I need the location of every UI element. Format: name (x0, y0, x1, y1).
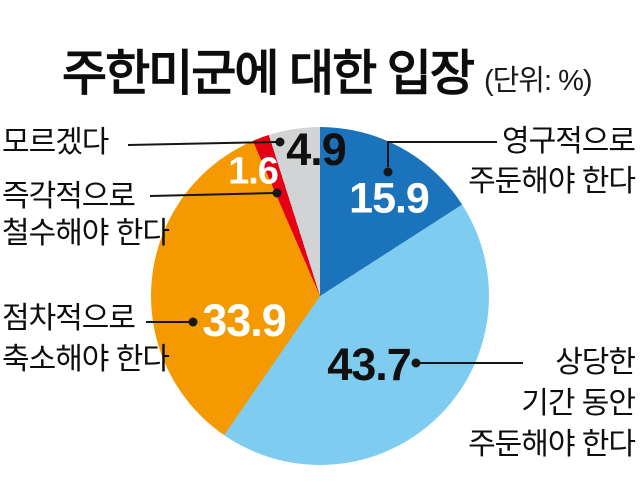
callout-dont-know: 모르겠다 (2, 124, 109, 161)
value-label-permanent: 15.9 (349, 174, 430, 223)
pie-chart (151, 127, 489, 465)
value-label-considerable: 43.7 (327, 339, 412, 390)
callout-withdraw-line2: 철수해야 한다 (2, 217, 170, 250)
value-label-reduce: 33.9 (202, 295, 287, 346)
callout-withdraw: 즉각적으로 철수해야 한다 (2, 178, 170, 252)
callout-dont-know-line1: 모르겠다 (2, 126, 109, 159)
value-label-dont-know: 4.9 (286, 124, 347, 175)
callout-withdraw-line1: 즉각적으로 (2, 180, 136, 213)
callout-permanent: 영구적으로 주둔해야 한다 (468, 122, 636, 202)
callout-considerable-line3: 주둔해야 한다 (468, 428, 636, 461)
callout-considerable: 상당한 기간 동안 주둔해야 한다 (468, 342, 636, 465)
value-label-withdraw: 1.6 (228, 150, 279, 193)
callout-reduce: 점차적으로 축소해야 한다 (2, 298, 170, 380)
callout-reduce-line1: 점차적으로 (2, 302, 136, 335)
callout-permanent-line2: 주둔해야 한다 (468, 165, 636, 198)
callout-considerable-line1: 상당한 (555, 346, 636, 379)
callout-permanent-line1: 영구적으로 (502, 125, 636, 158)
chart-title: 주한미군에 대한 입장 (62, 47, 475, 101)
chart-header: 주한미군에 대한 입장 (단위: %) (62, 34, 593, 105)
unit-note: (단위: %) (483, 65, 593, 97)
callout-reduce-line2: 축소해야 한다 (2, 343, 170, 376)
callout-considerable-line2: 기간 동안 (521, 387, 636, 420)
